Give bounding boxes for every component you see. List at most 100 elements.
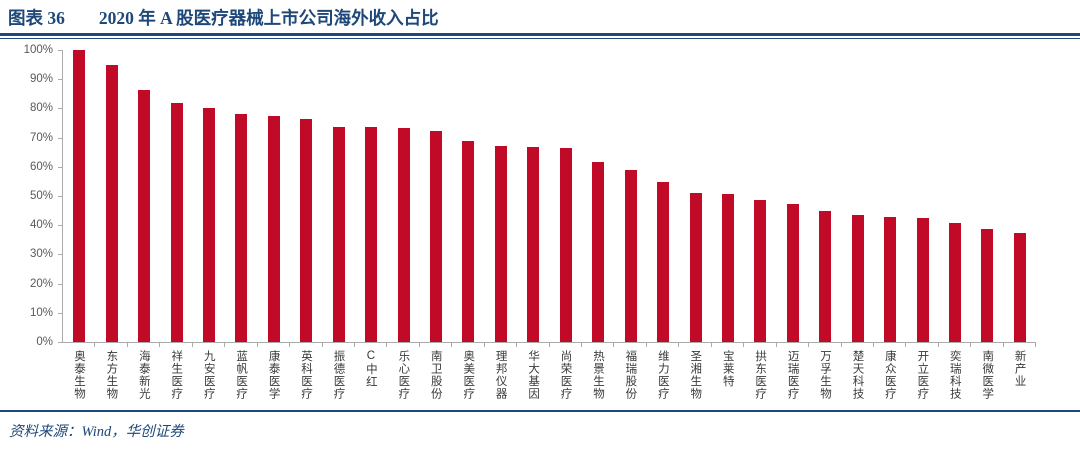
y-tick-mark bbox=[58, 312, 62, 314]
x-axis-label: 海泰新光 bbox=[137, 350, 150, 400]
x-axis-label: 尚荣医疗 bbox=[559, 350, 572, 400]
bar-slot bbox=[323, 50, 356, 347]
x-label-cell: 尚荣医疗 bbox=[549, 350, 581, 400]
bar-slot bbox=[809, 50, 842, 347]
bar bbox=[851, 214, 864, 342]
y-axis: 100% 90% 80% 70% 60% 50% 40% 30% 20% 10% 0% bbox=[0, 44, 62, 348]
bar bbox=[202, 107, 215, 342]
x-label-cell: 奥美医疗 bbox=[451, 350, 483, 400]
bar-slot bbox=[939, 50, 972, 347]
bar-slot bbox=[485, 50, 518, 347]
x-label-cell: 福瑞股份 bbox=[613, 350, 645, 400]
x-axis-labels: 奥泰生物 东方生物 海泰新光 祥生医疗 九安医疗 蓝帆医疗 康泰医学 英科医疗 振德医疗 C中红 乐… bbox=[62, 350, 1035, 400]
bar bbox=[689, 192, 702, 342]
bar-slot bbox=[679, 50, 713, 347]
x-label-cell: 南卫股份 bbox=[419, 350, 451, 400]
y-tick-label: 30% bbox=[29, 248, 53, 261]
x-axis-label: 康众医疗 bbox=[883, 350, 896, 400]
bar bbox=[235, 113, 248, 342]
x-label-cell: 理邦仪器 bbox=[484, 350, 516, 400]
bar bbox=[527, 146, 540, 342]
bar bbox=[1013, 232, 1026, 342]
figure-header: 图表 36 2020 年 A 股医疗器械上市公司海外收入占比 bbox=[8, 5, 1072, 30]
x-label-cell: 拱东医疗 bbox=[743, 350, 775, 400]
x-axis-label: 热景生物 bbox=[591, 350, 604, 400]
bar-slot bbox=[971, 50, 1005, 347]
x-label-cell: 圣湘生物 bbox=[678, 350, 710, 400]
bar bbox=[559, 148, 572, 342]
bar-slot bbox=[744, 50, 778, 347]
x-axis-label: 拱东医疗 bbox=[754, 350, 767, 400]
x-label-cell: 开立医疗 bbox=[905, 350, 937, 400]
bar-slot bbox=[193, 50, 226, 347]
x-axis-label: 万孚生物 bbox=[819, 350, 832, 400]
bar-slot bbox=[842, 50, 875, 347]
x-label-cell: 东方生物 bbox=[94, 350, 126, 400]
bar-slot bbox=[647, 50, 680, 347]
bar bbox=[884, 216, 897, 342]
bar-slot bbox=[712, 50, 745, 347]
bar bbox=[786, 203, 799, 342]
x-axis-label: 维力医疗 bbox=[656, 350, 669, 400]
x-axis-label: 迈瑞医疗 bbox=[786, 350, 799, 400]
x-axis-label: C中红 bbox=[364, 350, 377, 388]
bar-slot bbox=[63, 50, 96, 347]
bar bbox=[592, 162, 605, 342]
bar-slot bbox=[777, 50, 810, 347]
bar-slot bbox=[387, 50, 421, 347]
x-axis-label: 乐心医疗 bbox=[397, 350, 410, 400]
y-tick-mark bbox=[58, 79, 62, 81]
y-tick-mark bbox=[58, 283, 62, 285]
y-tick-mark bbox=[58, 196, 62, 197]
bar bbox=[624, 170, 637, 342]
x-label-cell: 维力医疗 bbox=[646, 350, 678, 400]
figure-title: 2020 年 A 股医疗器械上市公司海外收入占比 bbox=[98, 8, 439, 28]
bar bbox=[819, 210, 832, 342]
x-label-cell: 迈瑞医疗 bbox=[776, 350, 808, 400]
bar bbox=[73, 50, 86, 342]
x-label-cell: 蓝帆医疗 bbox=[224, 350, 256, 400]
y-tick-label: 90% bbox=[29, 73, 53, 86]
x-label-cell: 海泰新光 bbox=[127, 350, 159, 400]
x-label-cell: 楚天科技 bbox=[841, 350, 873, 400]
x-label-cell: 九安医疗 bbox=[192, 350, 224, 400]
bar bbox=[430, 131, 443, 342]
y-tick-mark bbox=[58, 137, 62, 139]
y-tick-label: 40% bbox=[29, 219, 53, 232]
x-label-cell: C中红 bbox=[354, 350, 386, 400]
x-axis-label: 奕瑞科技 bbox=[948, 350, 961, 400]
y-tick-label: 70% bbox=[29, 131, 53, 144]
bar bbox=[462, 140, 475, 342]
x-label-cell: 康泰医学 bbox=[257, 350, 289, 400]
x-axis-label: 开立医疗 bbox=[916, 350, 929, 400]
bar-slot bbox=[1004, 50, 1037, 347]
header-divider bbox=[0, 33, 1080, 39]
y-tick-label: 60% bbox=[29, 160, 53, 173]
y-tick-mark bbox=[58, 254, 62, 256]
x-axis-label: 康泰医学 bbox=[267, 350, 280, 400]
x-axis-label: 祥生医疗 bbox=[170, 350, 183, 400]
y-tick-label: 100% bbox=[23, 44, 53, 56]
bar-slot bbox=[614, 50, 648, 347]
bar bbox=[949, 223, 962, 342]
bar bbox=[300, 118, 313, 342]
y-tick-mark bbox=[58, 108, 62, 110]
y-tick-label: 0% bbox=[36, 336, 53, 348]
y-tick-mark bbox=[58, 166, 62, 168]
bar-slot bbox=[290, 50, 323, 347]
x-axis-label: 东方生物 bbox=[105, 350, 118, 400]
x-axis-label: 振德医疗 bbox=[332, 350, 345, 400]
footer-divider bbox=[0, 410, 1080, 412]
bar bbox=[494, 146, 507, 342]
x-label-cell: 振德医疗 bbox=[322, 350, 354, 400]
x-axis-label: 新产业 bbox=[1013, 350, 1026, 388]
x-label-cell: 祥生医疗 bbox=[159, 350, 191, 400]
x-axis-label: 九安医疗 bbox=[202, 350, 215, 400]
bar-slot bbox=[874, 50, 907, 347]
x-axis-label: 南卫股份 bbox=[429, 350, 442, 400]
bar bbox=[267, 116, 280, 342]
x-label-cell: 奥泰生物 bbox=[62, 350, 94, 400]
x-axis-label: 宝莱特 bbox=[721, 350, 734, 388]
bar bbox=[170, 102, 183, 342]
bar bbox=[365, 127, 378, 342]
